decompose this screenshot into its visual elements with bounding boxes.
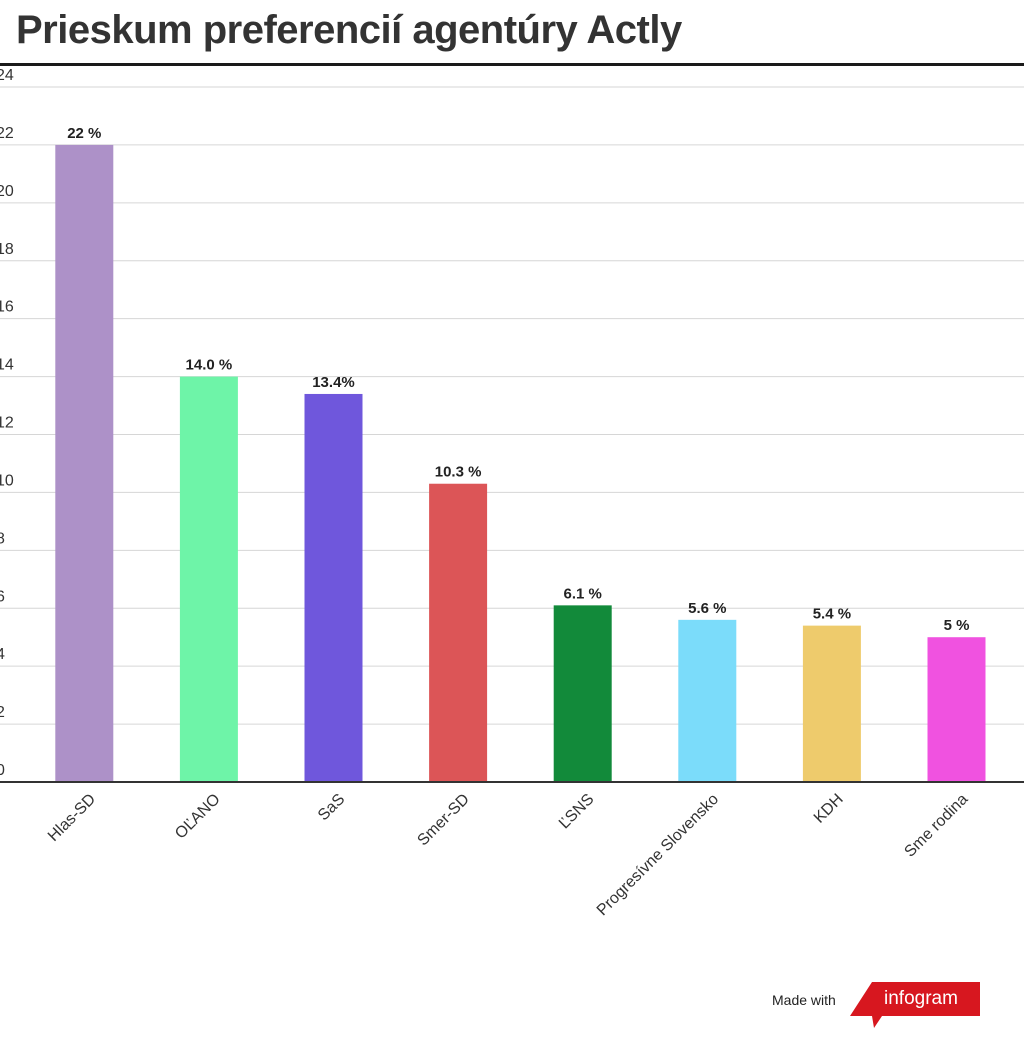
bar-ľsns[interactable]: [553, 605, 612, 782]
x-tick-label: KDH: [811, 791, 847, 827]
data-label: 5 %: [944, 617, 970, 634]
x-tick-label: OĽANO: [172, 791, 224, 843]
bar-oľano[interactable]: [179, 376, 238, 782]
y-tick-label: 0: [0, 762, 5, 779]
bar-kdh[interactable]: [802, 625, 861, 782]
y-tick-label: 4: [0, 646, 5, 663]
bars: [55, 144, 986, 782]
x-tick-label: Smer-SD: [414, 791, 473, 850]
made-with-label: Made with: [772, 992, 836, 1008]
data-label: 13.4%: [312, 374, 355, 391]
y-tick-label: 8: [0, 530, 5, 547]
bar-hlas-sd[interactable]: [55, 144, 114, 782]
data-label: 14.0 %: [186, 357, 233, 374]
chart-title: Prieskum preferencií agentúry Actly: [16, 8, 682, 52]
data-label: 5.6 %: [688, 600, 726, 617]
data-label: 10.3 %: [435, 464, 482, 481]
bar-sme-rodina[interactable]: [927, 637, 986, 782]
x-tick-label: Sme rodina: [901, 791, 971, 861]
data-labels: 22 % 14.0 % 13.4% 10.3 % 6.1 % 5.6 % 5.4 % 5 %: [67, 125, 969, 634]
title-divider: [0, 63, 1024, 66]
y-tick-label: 2: [0, 704, 5, 721]
x-tick-label: SaS: [315, 791, 348, 824]
y-tick-label: 24: [0, 67, 14, 84]
x-tick-label: Hlas-SD: [45, 791, 99, 845]
infogram-logo-badge: [850, 982, 980, 1028]
y-tick-label: 22: [0, 125, 14, 142]
y-tick-label: 6: [0, 588, 5, 605]
y-tick-label: 18: [0, 241, 14, 258]
made-with-infogram[interactable]: Made with infogram: [772, 982, 992, 1030]
gridlines: [0, 86, 1024, 725]
bar-smer-sd[interactable]: [429, 483, 488, 782]
y-tick-label: 16: [0, 299, 14, 316]
bar-sas[interactable]: [304, 393, 363, 782]
infogram-logo-text: infogram: [884, 988, 958, 1009]
data-label: 22 %: [67, 125, 101, 142]
y-tick-label: 12: [0, 415, 14, 432]
y-tick-label: 20: [0, 183, 14, 200]
x-tick-label: ĽSNS: [556, 791, 598, 833]
data-label: 6.1 %: [564, 585, 602, 602]
x-tick-label: Progresívne Slovensko: [594, 791, 722, 919]
y-tick-label: 14: [0, 357, 14, 374]
y-tick-label: 10: [0, 472, 14, 489]
bar-progresívne-slovensko[interactable]: [678, 619, 737, 782]
data-label: 5.4 %: [813, 606, 851, 623]
